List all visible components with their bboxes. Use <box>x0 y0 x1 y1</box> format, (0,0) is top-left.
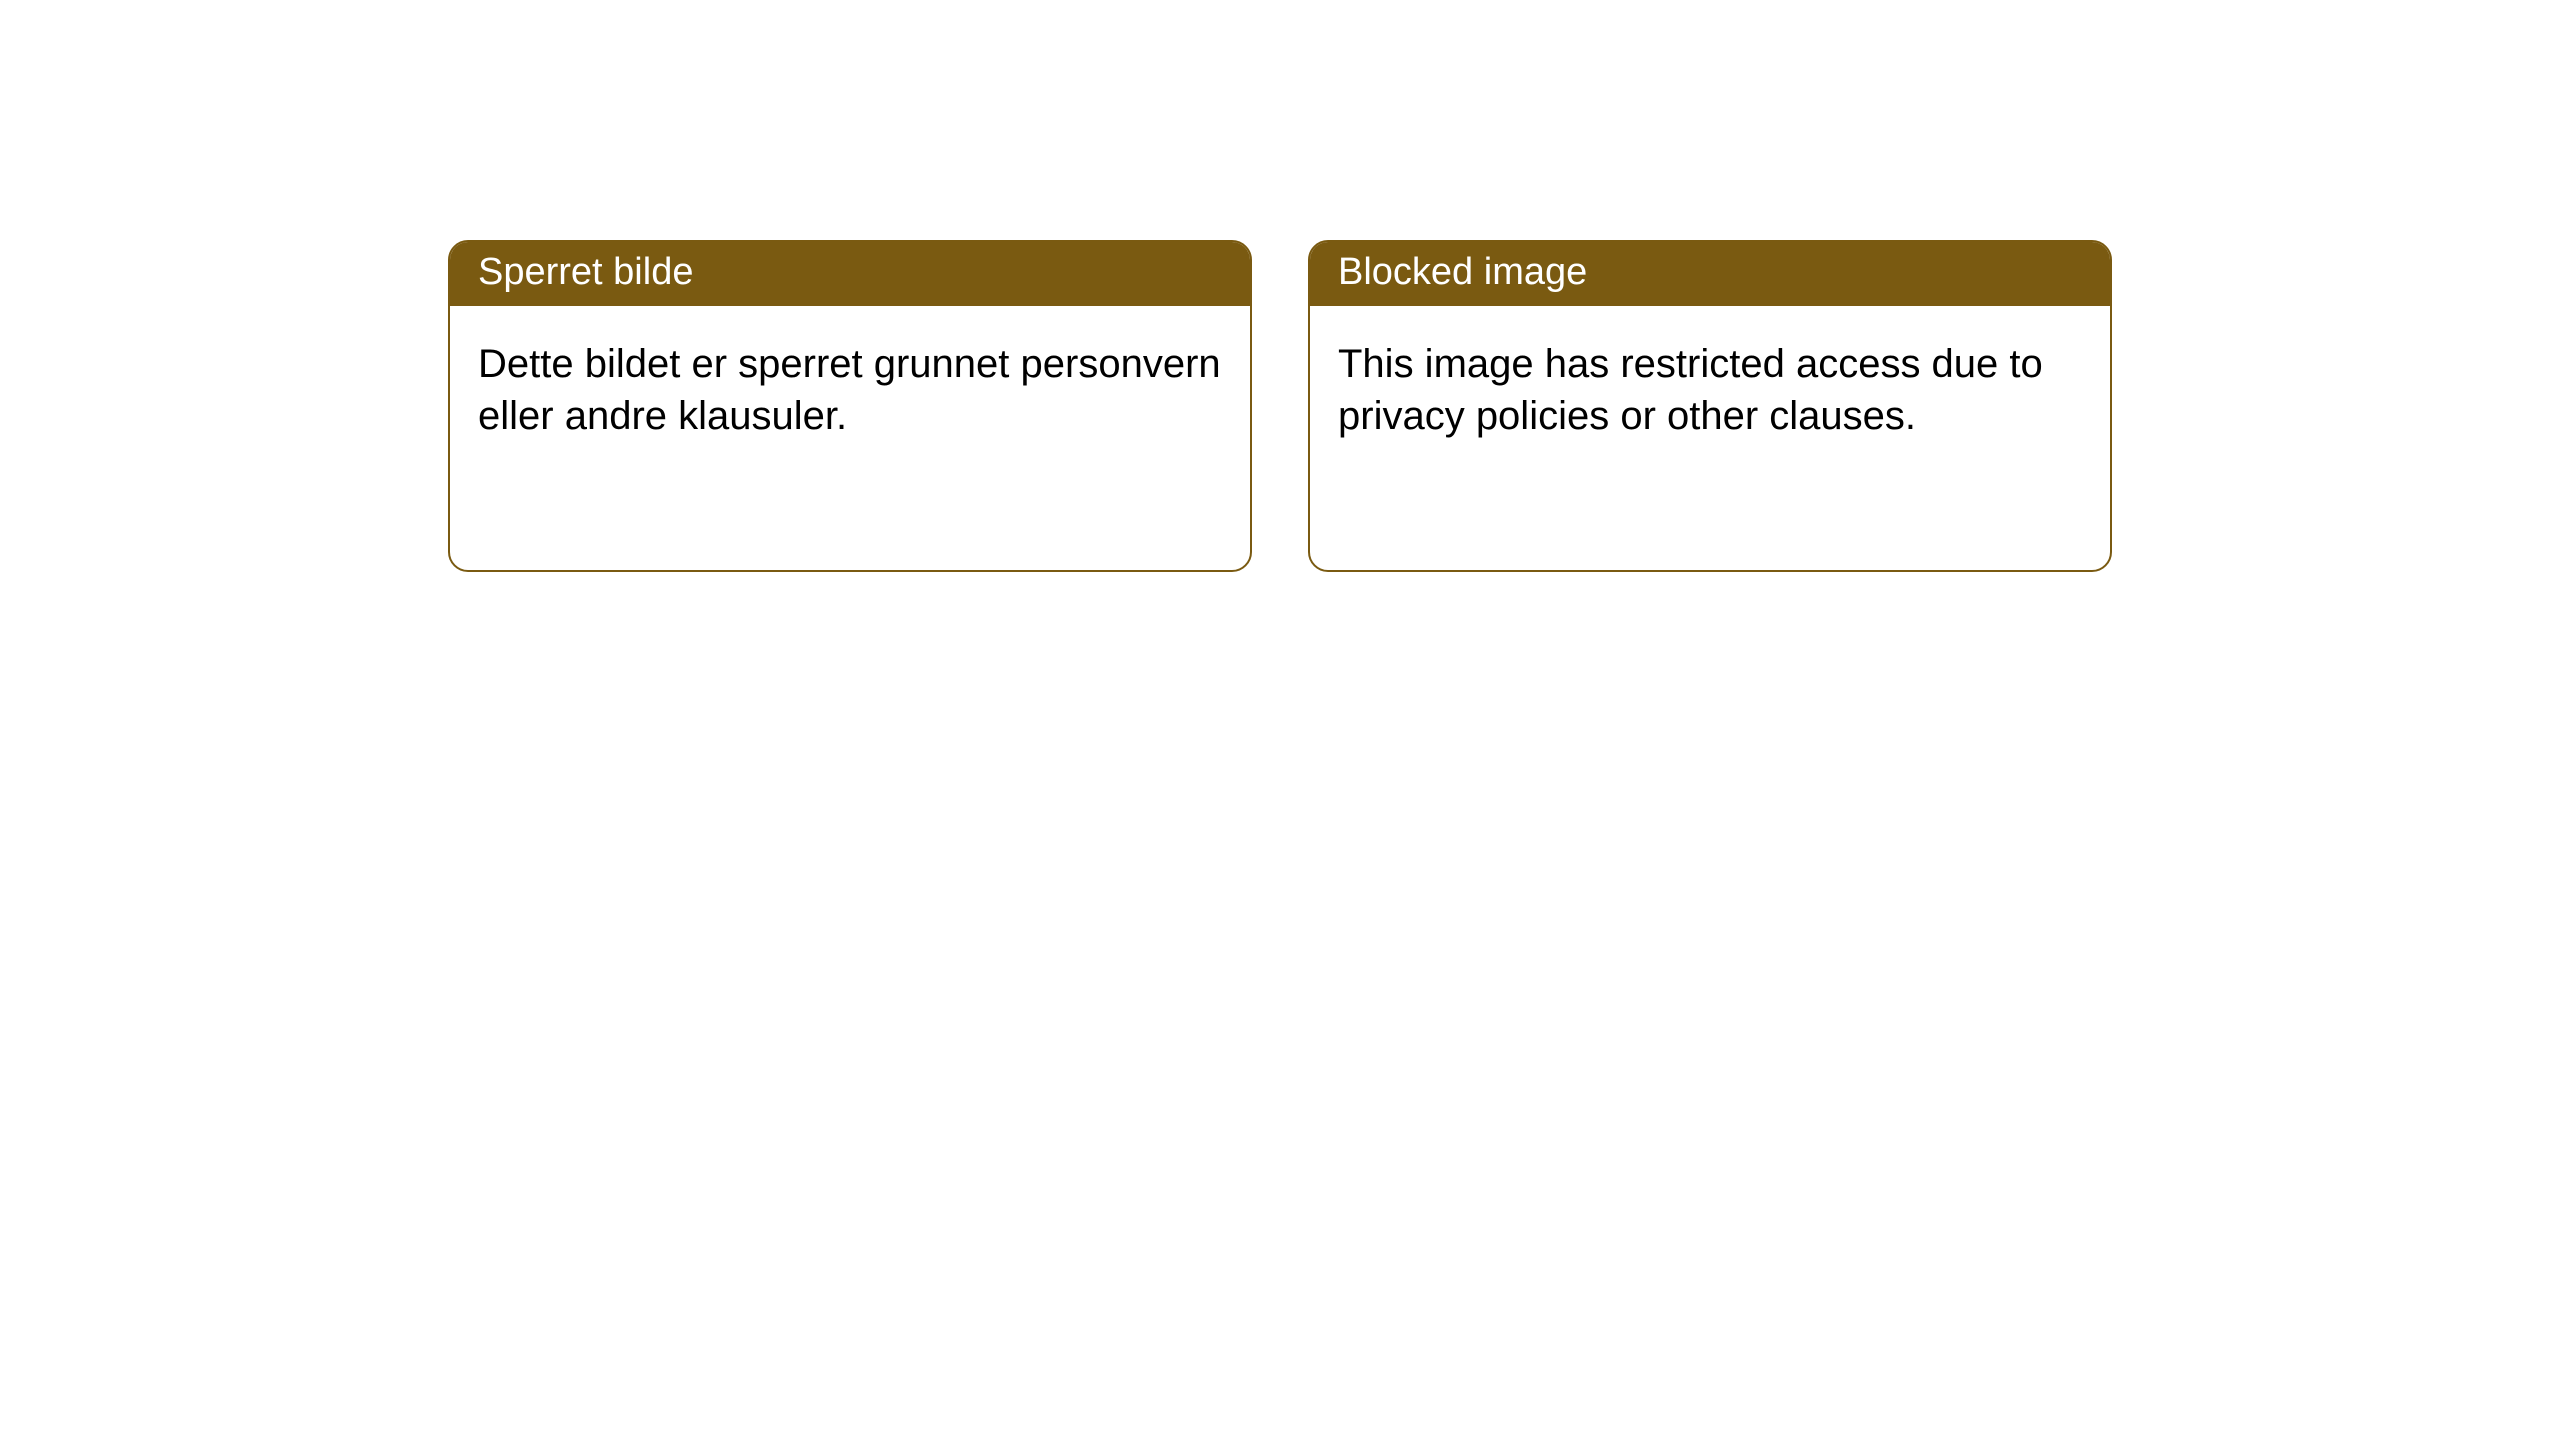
notice-body: This image has restricted access due to … <box>1310 306 2110 470</box>
notice-card-english: Blocked image This image has restricted … <box>1308 240 2112 572</box>
notice-body: Dette bildet er sperret grunnet personve… <box>450 306 1250 470</box>
notice-card-norwegian: Sperret bilde Dette bildet er sperret gr… <box>448 240 1252 572</box>
notice-header: Blocked image <box>1310 242 2110 306</box>
notice-header: Sperret bilde <box>450 242 1250 306</box>
notice-container: Sperret bilde Dette bildet er sperret gr… <box>0 0 2560 572</box>
